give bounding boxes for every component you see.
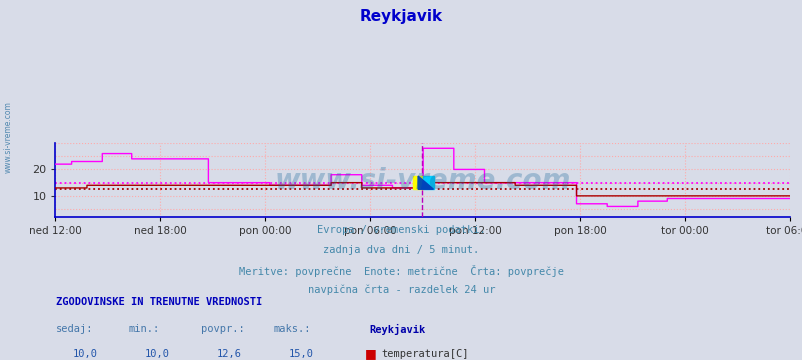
Text: povpr.:: povpr.: <box>200 324 244 334</box>
Text: 15,0: 15,0 <box>289 349 314 359</box>
Text: zadnja dva dni / 5 minut.: zadnja dva dni / 5 minut. <box>323 245 479 255</box>
Text: 12,6: 12,6 <box>217 349 241 359</box>
Polygon shape <box>418 176 433 189</box>
Text: Reykjavik: Reykjavik <box>359 9 443 24</box>
Text: ■: ■ <box>365 347 377 360</box>
Text: 10,0: 10,0 <box>144 349 169 359</box>
Text: Reykjavik: Reykjavik <box>369 324 425 335</box>
Text: Meritve: povprečne  Enote: metrične  Črta: povprečje: Meritve: povprečne Enote: metrične Črta:… <box>239 265 563 276</box>
Bar <box>423 176 433 189</box>
Text: 10,0: 10,0 <box>72 349 97 359</box>
Bar <box>412 176 423 189</box>
Text: www.si-vreme.com: www.si-vreme.com <box>274 167 570 195</box>
Text: maks.:: maks.: <box>273 324 310 334</box>
Text: sedaj:: sedaj: <box>56 324 94 334</box>
Text: min.:: min.: <box>128 324 160 334</box>
Text: Evropa / vremenski podatki.: Evropa / vremenski podatki. <box>317 225 485 235</box>
Text: ZGODOVINSKE IN TRENUTNE VREDNOSTI: ZGODOVINSKE IN TRENUTNE VREDNOSTI <box>56 297 262 307</box>
Text: www.si-vreme.com: www.si-vreme.com <box>4 101 13 173</box>
Text: temperatura[C]: temperatura[C] <box>381 349 468 359</box>
Text: navpična črta - razdelek 24 ur: navpična črta - razdelek 24 ur <box>307 284 495 295</box>
